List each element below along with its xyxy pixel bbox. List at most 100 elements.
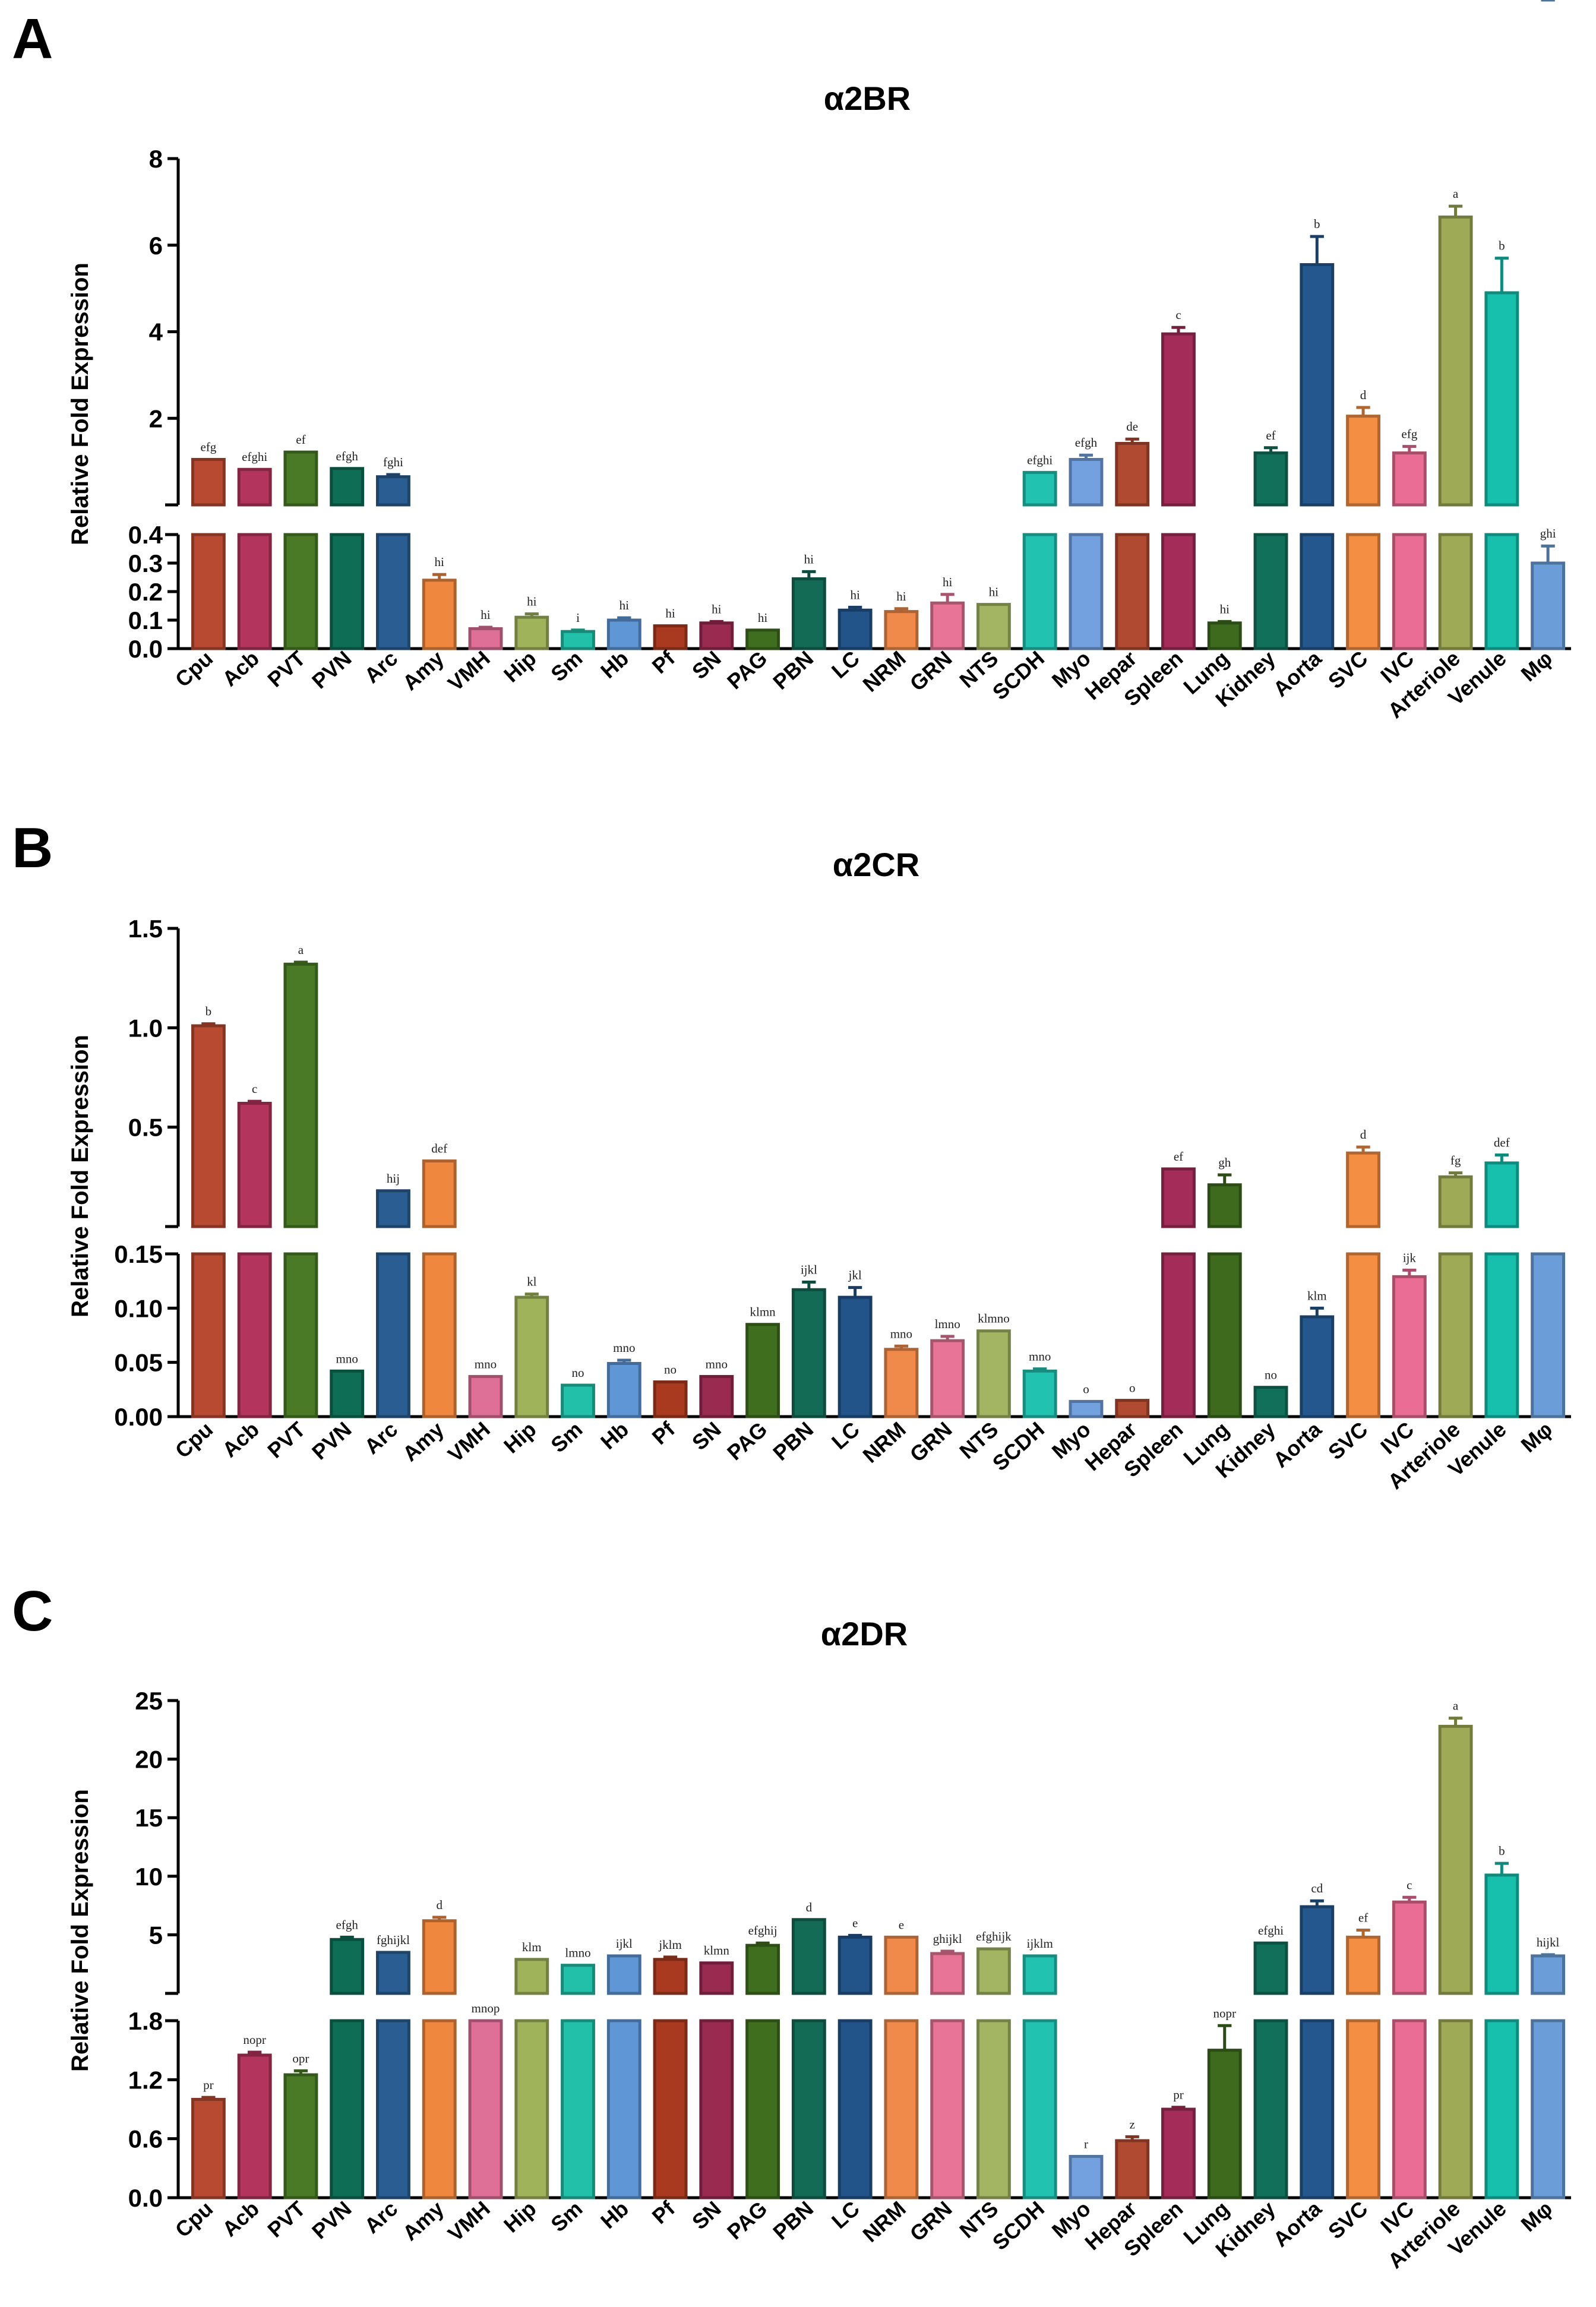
bar-scdh [1022, 1369, 1057, 1418]
bar-amy-lower [422, 1252, 457, 1418]
significance-letter: hi [804, 552, 814, 566]
bar-arc-upper [376, 1189, 410, 1228]
significance-letter: no [1265, 1368, 1277, 1382]
y-tick-label: 25 [135, 1687, 163, 1715]
bar-arc-upper [376, 1951, 410, 1995]
bar-sn [699, 1374, 734, 1418]
x-tick-label: PAG [722, 2196, 772, 2244]
bar-myo-lower [1069, 533, 1104, 650]
bar-pbn-upper [791, 1918, 826, 1995]
significance-letter: hi [712, 602, 722, 616]
bar-kidney [1253, 1386, 1288, 1418]
x-tick-label: PAG [722, 646, 772, 694]
bar-lung-lower [1207, 1252, 1242, 1418]
significance-letter: hi [943, 575, 953, 589]
significance-letter: efghi [1258, 1923, 1284, 1938]
y-tick-label: 5 [149, 1921, 163, 1949]
x-tick-label: PBN [768, 1417, 818, 1465]
significance-letter: efgh [1075, 435, 1098, 450]
bar-hip [514, 615, 549, 650]
bar-myo-upper [1069, 457, 1104, 507]
significance-letter: ijkl [616, 1936, 633, 1951]
y-tick-label: 0.4 [128, 521, 163, 549]
bar-hb [606, 618, 641, 650]
significance-letter: mno [336, 1351, 358, 1366]
significance-letter: d [1360, 1127, 1367, 1142]
significance-letter: de [1126, 419, 1138, 434]
x-tick-label: Aorta [1268, 2196, 1326, 2252]
bar-sn-lower [699, 2019, 734, 2199]
significance-letter: efgh [336, 449, 359, 463]
y-tick-label: 0.1 [128, 606, 163, 634]
bar-mφ-lower [1531, 1252, 1566, 1418]
significance-letter: klmn [750, 1305, 776, 1319]
x-tick-label: Hip [499, 1417, 541, 1458]
bar-sn [699, 621, 734, 650]
significance-letter: mno [1029, 1350, 1051, 1364]
y-tick-label: 0.10 [114, 1294, 163, 1322]
significance-letter: fghijkl [377, 1933, 410, 1947]
significance-letter: opr [292, 2051, 309, 2065]
bar-ivc-upper [1392, 1900, 1427, 1995]
bar-venule-lower [1484, 533, 1519, 650]
panel-label: B [12, 816, 53, 880]
bar-pvn-upper [330, 1938, 365, 1995]
y-tick-label: 1.8 [128, 2007, 163, 2035]
y-axis-label: Relative Fold Expression [67, 1789, 93, 2072]
significance-letter: fghi [383, 455, 403, 469]
bar-vmh [468, 2019, 503, 2199]
bar-spleen-upper [1161, 332, 1196, 507]
x-tick-label: SCDH [988, 646, 1049, 704]
x-tick-label: Sm [546, 646, 587, 686]
bar-acb-upper [237, 467, 272, 507]
bar-spleen [1161, 2107, 1196, 2199]
bar-mφ-upper [1531, 1954, 1566, 1995]
significance-letter: lmno [565, 1946, 590, 1960]
x-tick-label: SVC [1323, 1417, 1372, 1464]
bar-pf-upper [653, 1958, 688, 1995]
significance-letter: d [1360, 388, 1367, 402]
bar-hepar [1115, 2139, 1150, 2199]
x-tick-label: Arc [359, 2196, 402, 2238]
significance-letter: ef [1358, 1911, 1368, 1925]
x-tick-label: VMH [443, 1417, 495, 1467]
bar-venule-upper [1484, 1161, 1519, 1228]
bar-scdh-lower [1022, 533, 1057, 650]
x-tick-label: Hb [596, 2196, 633, 2233]
bar-lc [837, 608, 873, 650]
x-tick-label: Cpu [170, 646, 217, 691]
bar-hb-upper [606, 1954, 641, 1995]
bar-venule-lower [1484, 2019, 1519, 2199]
bar-aorta-upper [1300, 263, 1335, 507]
bar-cpu-upper [191, 1024, 226, 1228]
y-tick-label: 0.15 [114, 1240, 163, 1268]
bar-pf-lower [653, 2019, 688, 2199]
y-axis-label: Relative Fold Expression [67, 263, 93, 545]
significance-letter: def [431, 1142, 447, 1156]
significance-letter: o [1083, 1382, 1089, 1396]
significance-letter: b [1499, 239, 1505, 253]
bar-pag [745, 1323, 780, 1418]
x-tick-label: Acb [217, 646, 264, 691]
significance-letter: ijkl [801, 1262, 817, 1276]
bar-hip [514, 1295, 549, 1418]
x-tick-label: SN [687, 2196, 726, 2234]
significance-letter: e [899, 1917, 904, 1932]
significance-letter: def [1494, 1136, 1510, 1150]
bar-pvn [330, 1369, 365, 1418]
x-tick-label: SVC [1323, 646, 1372, 693]
significance-letter: efghijk [976, 1929, 1012, 1943]
y-tick-label: 0.3 [128, 549, 163, 577]
x-tick-label: PVN [307, 1417, 356, 1464]
panel-label: C [12, 1579, 53, 1643]
significance-letter: c [1407, 1878, 1412, 1892]
bar-mφ [1531, 561, 1566, 650]
y-tick-label: 1.5 [128, 915, 163, 943]
bar-cpu [191, 2097, 226, 2199]
significance-letter: nopr [243, 2033, 266, 2047]
bar-arc-lower [376, 1252, 410, 1418]
significance-letter: mno [475, 1357, 497, 1371]
